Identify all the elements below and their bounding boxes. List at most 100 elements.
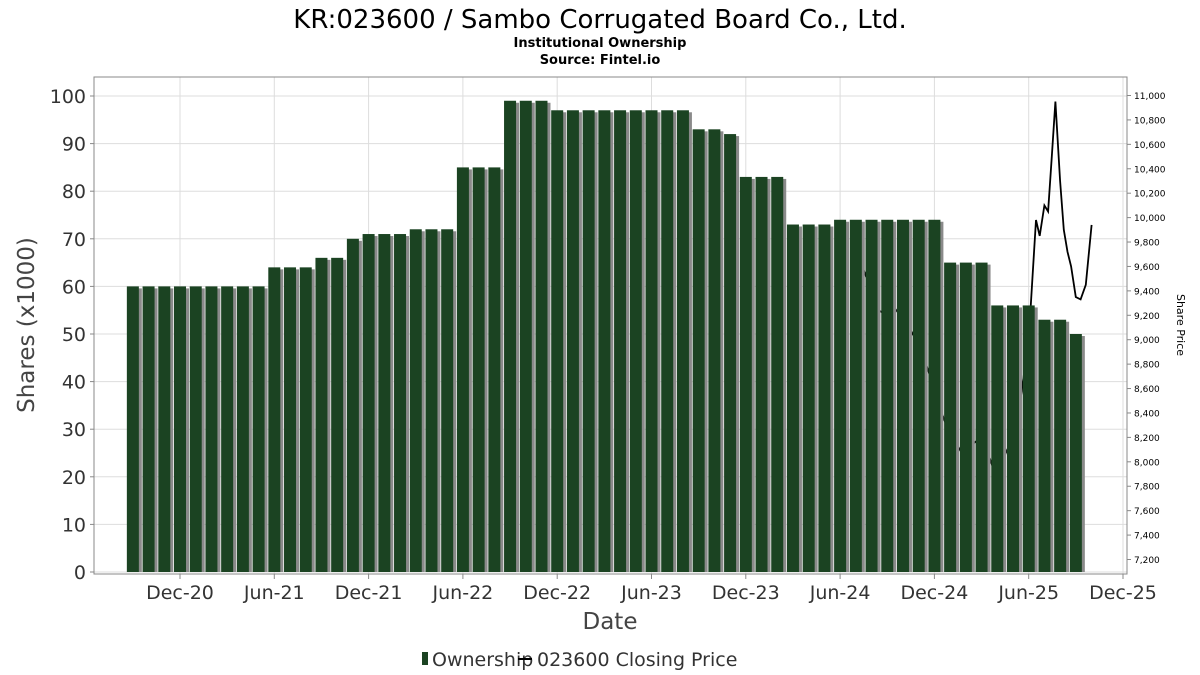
bar-1 xyxy=(142,286,155,572)
bar-9 xyxy=(268,267,281,572)
bar-50 xyxy=(912,219,925,572)
y2-tick-label-7: 8,600 xyxy=(1134,385,1160,395)
y2-tick-label-6: 8,400 xyxy=(1134,409,1160,419)
x-tick-label-9: Jun-25 xyxy=(997,582,1059,604)
bar-24 xyxy=(504,100,517,572)
legend-ownership-swatch xyxy=(422,652,428,665)
y2-tick-label-16: 10,400 xyxy=(1134,165,1166,175)
bar-42 xyxy=(786,224,799,572)
bar-47 xyxy=(865,219,878,572)
x-axis-label: Date xyxy=(583,609,638,635)
y2-tick-label-12: 9,600 xyxy=(1134,263,1160,273)
y2-tick-label-8: 8,800 xyxy=(1134,361,1160,371)
y-tick-label-0: 0 xyxy=(74,562,86,584)
bar-6 xyxy=(221,286,234,572)
y2-axis-label: Share Price xyxy=(1174,294,1187,356)
bar-21 xyxy=(456,167,469,572)
y2-tick-label-15: 10,200 xyxy=(1134,190,1166,200)
bar-30 xyxy=(598,110,611,572)
y-tick-label-10: 100 xyxy=(50,86,86,108)
chart-title: KR:023600 / Sambo Corrugated Board Co., … xyxy=(293,5,906,35)
bar-12 xyxy=(315,257,328,572)
bar-4 xyxy=(189,286,202,572)
bar-53 xyxy=(959,262,972,572)
bar-26 xyxy=(535,100,548,572)
bar-59 xyxy=(1054,319,1067,572)
bar-2 xyxy=(158,286,171,572)
bar-7 xyxy=(236,286,249,572)
bar-34 xyxy=(661,110,674,572)
y2-tick-label-14: 10,000 xyxy=(1134,214,1166,224)
bar-57 xyxy=(1022,305,1035,572)
bar-29 xyxy=(582,110,595,572)
y2-tick-label-9: 9,000 xyxy=(1134,336,1160,346)
bar-17 xyxy=(394,234,407,573)
y-tick-label-7: 70 xyxy=(62,229,86,251)
bar-58 xyxy=(1038,319,1051,572)
y2-tick-label-2: 7,600 xyxy=(1134,507,1160,517)
y2-tick-label-18: 10,800 xyxy=(1134,116,1166,126)
y-tick-label-5: 50 xyxy=(62,324,86,346)
bar-22 xyxy=(472,167,485,572)
bar-52 xyxy=(944,262,957,572)
x-tick-label-10: Dec-25 xyxy=(1089,582,1157,604)
bar-38 xyxy=(724,134,737,572)
bar-8 xyxy=(252,286,265,572)
bar-51 xyxy=(928,219,941,572)
bar-0 xyxy=(126,286,139,572)
y-tick-label-3: 30 xyxy=(62,419,86,441)
bar-48 xyxy=(881,219,894,572)
y-tick-label-2: 20 xyxy=(62,467,86,489)
bar-15 xyxy=(362,234,375,573)
y-tick-label-4: 40 xyxy=(62,372,86,394)
y2-tick-label-0: 7,200 xyxy=(1134,556,1160,566)
bars xyxy=(126,100,1085,573)
x-tick-label-3: Jun-22 xyxy=(432,582,494,604)
left-axis-ticks: 0 10 20 30 40 50 60 70 80 90 100 xyxy=(50,86,94,584)
bar-45 xyxy=(834,219,847,572)
bar-18 xyxy=(409,229,422,572)
legend-ownership-label: Ownership xyxy=(432,649,533,671)
y2-tick-label-17: 10,600 xyxy=(1134,141,1166,151)
x-tick-label-5: Jun-23 xyxy=(620,582,682,604)
y2-tick-label-10: 9,200 xyxy=(1134,312,1160,322)
bar-5 xyxy=(205,286,218,572)
bar-43 xyxy=(802,224,815,572)
bar-27 xyxy=(551,110,564,572)
bar-56 xyxy=(1006,305,1019,572)
x-tick-label-8: Dec-24 xyxy=(900,582,968,604)
bar-10 xyxy=(284,267,297,572)
y2-tick-label-11: 9,400 xyxy=(1134,287,1160,297)
y2-tick-label-1: 7,400 xyxy=(1134,532,1160,542)
bar-46 xyxy=(849,219,862,572)
bar-54 xyxy=(975,262,988,572)
x-axis-ticks: Dec-20 Jun-21 Dec-21 Jun-22 Dec-22 Jun-23 Dec-… xyxy=(146,574,1157,604)
bar-37 xyxy=(708,129,721,572)
bar-60 xyxy=(1069,334,1082,572)
y-tick-label-9: 90 xyxy=(62,134,86,156)
bar-55 xyxy=(991,305,1004,572)
y2-tick-label-13: 9,800 xyxy=(1134,239,1160,249)
bar-13 xyxy=(331,257,344,572)
x-tick-label-2: Dec-21 xyxy=(335,582,403,604)
y-tick-label-1: 10 xyxy=(62,514,86,536)
plot-frame xyxy=(93,76,1128,575)
y2-tick-label-4: 8,000 xyxy=(1134,458,1160,468)
chart-source: Source: Fintel.io xyxy=(540,53,661,68)
bar-49 xyxy=(896,219,909,572)
bar-16 xyxy=(378,234,391,573)
bar-25 xyxy=(519,100,532,572)
x-tick-label-1: Jun-21 xyxy=(243,582,305,604)
bar-32 xyxy=(629,110,642,572)
legend-price-label: 023600 Closing Price xyxy=(537,649,737,671)
y2-tick-label-5: 8,200 xyxy=(1134,434,1160,444)
bar-11 xyxy=(299,267,312,572)
right-axis-ticks: 7,200 7,400 7,600 7,800 8,000 8,200 8,400 8,600… xyxy=(1127,92,1166,566)
y2-tick-label-3: 7,800 xyxy=(1134,483,1160,493)
bar-40 xyxy=(755,176,768,573)
bar-23 xyxy=(488,167,501,572)
x-tick-label-0: Dec-20 xyxy=(146,582,214,604)
bar-36 xyxy=(692,129,705,572)
y-axis-label: Shares (x1000) xyxy=(14,237,40,413)
bar-3 xyxy=(174,286,186,572)
